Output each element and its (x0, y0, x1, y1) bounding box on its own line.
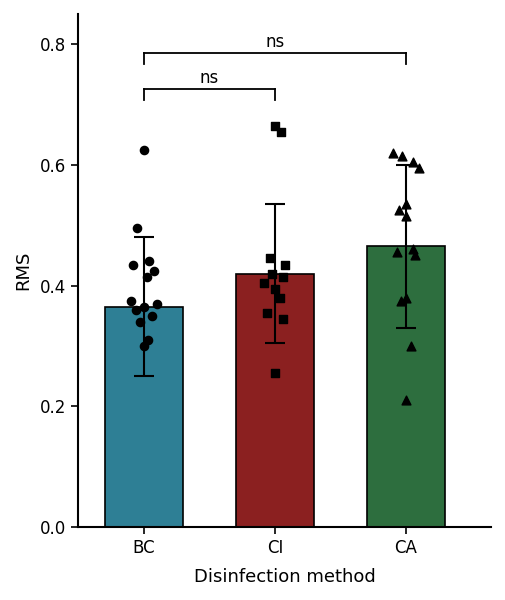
Point (395, 205, 403, 215)
Point (389, 148, 397, 158)
Point (271, 121, 279, 130)
Point (398, 151, 406, 161)
Point (144, 335, 152, 345)
Point (407, 341, 415, 351)
Bar (367, 247, 445, 527)
Point (281, 260, 289, 269)
Point (133, 223, 141, 233)
X-axis label: Disinfection method: Disinfection method (194, 568, 376, 586)
Point (415, 163, 423, 173)
Text: ns: ns (200, 69, 219, 87)
Point (393, 248, 401, 257)
Y-axis label: RMS: RMS (14, 251, 32, 290)
Point (140, 145, 148, 155)
Point (396, 296, 405, 305)
Text: ns: ns (265, 33, 284, 51)
Point (153, 299, 161, 308)
Point (261, 278, 269, 287)
Point (142, 272, 150, 281)
Point (402, 199, 410, 209)
Point (268, 269, 276, 278)
Point (409, 245, 417, 254)
Point (145, 257, 153, 266)
Point (402, 395, 410, 405)
Point (402, 293, 410, 302)
Point (409, 157, 417, 167)
Point (411, 251, 419, 260)
Point (150, 266, 159, 275)
Point (263, 308, 271, 317)
Point (271, 284, 279, 293)
Point (277, 127, 285, 136)
Point (140, 341, 148, 351)
Point (140, 302, 148, 311)
Point (271, 368, 279, 378)
Point (279, 272, 287, 281)
Point (276, 293, 284, 302)
Bar (236, 274, 314, 527)
Point (148, 311, 156, 320)
Point (127, 296, 135, 305)
Point (279, 314, 287, 323)
Point (132, 305, 140, 314)
Point (266, 254, 274, 263)
Bar (105, 307, 183, 527)
Point (129, 260, 137, 269)
Point (402, 211, 410, 221)
Point (136, 317, 144, 326)
